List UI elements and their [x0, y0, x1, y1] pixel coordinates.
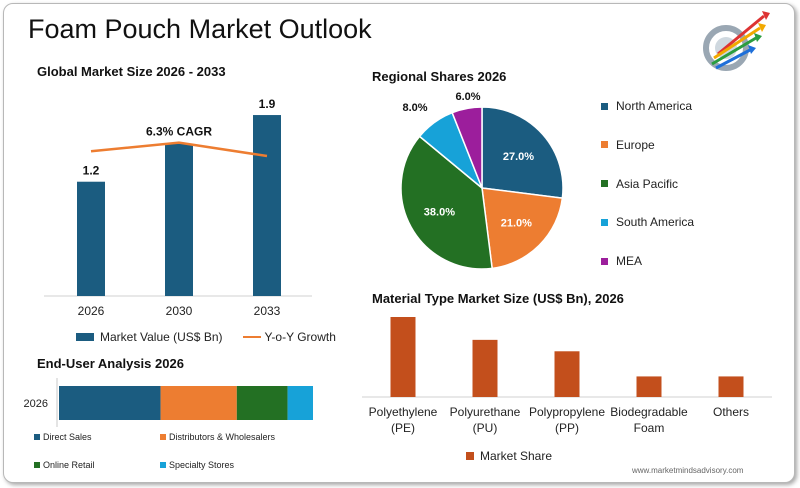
end-user-segment: [287, 386, 313, 420]
pie-legend-label: Europe: [616, 137, 655, 152]
x-tick-label: 2033: [254, 304, 281, 318]
end-user-legend-item: Online Retail: [34, 460, 95, 470]
end-user-legend-item: Specialty Stores: [160, 460, 234, 470]
end-user-legend-label: Distributors & Wholesalers: [169, 432, 276, 442]
x-tick-label: 2026: [78, 304, 105, 318]
page-title: Foam Pouch Market Outlook: [28, 14, 372, 44]
market-value-swatch: [76, 333, 94, 341]
yoy-growth-line: [90, 141, 268, 158]
material-bar: [718, 376, 744, 397]
market-value-bar: [165, 143, 193, 296]
material-type-title: Material Type Market Size (US$ Bn), 2026: [372, 291, 624, 306]
market-size-title: Global Market Size 2026 - 2033: [37, 64, 226, 79]
pie-legend-label: MEA: [616, 254, 643, 269]
material-bar: [390, 317, 416, 397]
legend-swatch: [160, 434, 166, 440]
material-bar: [636, 376, 662, 397]
footer-url: www.marketmindsadvisory.com: [632, 466, 744, 475]
end-user-legend-label: Direct Sales: [43, 432, 92, 442]
pie-slice: [400, 135, 493, 270]
legend-swatch: [34, 462, 40, 468]
x-tick-label: Polyethylene: [369, 405, 438, 419]
bar-data-label: 1.2: [83, 164, 100, 178]
end-user-legend-label: Specialty Stores: [169, 460, 235, 470]
material-bar: [472, 339, 498, 397]
yoy-growth-swatch: [242, 336, 261, 338]
market-value-legend-label: Market Value (US$ Bn): [100, 330, 223, 344]
material-bar: [554, 351, 580, 397]
x-tick-label: (PE): [391, 421, 415, 435]
pie-legend-item: MEA: [601, 254, 642, 268]
end-user-legend-item: Distributors & Wholesalers: [160, 432, 275, 442]
market-share-swatch: [466, 452, 474, 460]
pie-legend-item: North America: [601, 99, 692, 113]
pie-slice: [451, 106, 483, 189]
market-size-legend: Market Value (US$ Bn) Y-o-Y Growth: [76, 330, 336, 344]
legend-swatch: [601, 102, 608, 110]
yoy-growth-legend-label: Y-o-Y Growth: [264, 330, 336, 344]
pie-data-label: 6.0%: [455, 91, 480, 103]
pie-slice: [481, 106, 564, 199]
legend-swatch: [34, 434, 40, 440]
pie-data-label: 21.0%: [501, 217, 532, 229]
x-tick-label: Polypropylene: [529, 405, 605, 419]
legend-swatch: [601, 180, 608, 188]
end-user-segment: [59, 386, 161, 420]
end-user-legend-label: Online Retail: [43, 460, 95, 470]
pie-slice: [481, 187, 564, 270]
x-tick-label: Polyurethane: [450, 405, 521, 419]
colorful-arrows-logo-icon: [703, 11, 770, 71]
pie-legend-label: North America: [616, 99, 693, 113]
pie-legend-label: South America: [616, 215, 695, 230]
pie-data-label: 27.0%: [503, 151, 534, 163]
y-tick-label: 2026: [24, 398, 48, 410]
market-value-bar: [253, 115, 281, 296]
legend-swatch: [601, 141, 608, 149]
x-tick-label: (PP): [555, 421, 579, 435]
bar-data-label: 1.9: [259, 97, 276, 111]
pie-legend-label: Asia Pacific: [616, 176, 679, 191]
pie-data-label: 8.0%: [402, 102, 427, 114]
pie-legend-item: Asia Pacific: [601, 177, 678, 191]
x-tick-label: Biodegradable: [610, 405, 688, 419]
market-value-bar: [77, 181, 105, 296]
pie-legend-item: South America: [601, 215, 694, 229]
legend-swatch: [160, 462, 166, 468]
end-user-legend-item: Direct Sales: [34, 432, 92, 442]
end-user-title: End-User Analysis 2026: [37, 356, 184, 371]
pie-data-label: 38.0%: [424, 206, 455, 218]
end-user-segment: [236, 386, 288, 420]
end-user-segment: [160, 386, 237, 420]
pie-legend-item: Europe: [601, 138, 655, 152]
material-legend: Market Share: [466, 449, 552, 463]
legend-swatch: [601, 218, 608, 226]
cagr-annotation: 6.3% CAGR: [146, 125, 212, 139]
regional-shares-title: Regional Shares 2026: [372, 69, 507, 84]
x-tick-label: (PU): [473, 421, 498, 435]
x-tick-label: Others: [713, 405, 749, 419]
market-share-legend-label: Market Share: [480, 449, 553, 463]
legend-swatch: [601, 257, 608, 265]
x-tick-label: 2030: [166, 304, 193, 318]
x-tick-label: Foam: [634, 421, 665, 435]
